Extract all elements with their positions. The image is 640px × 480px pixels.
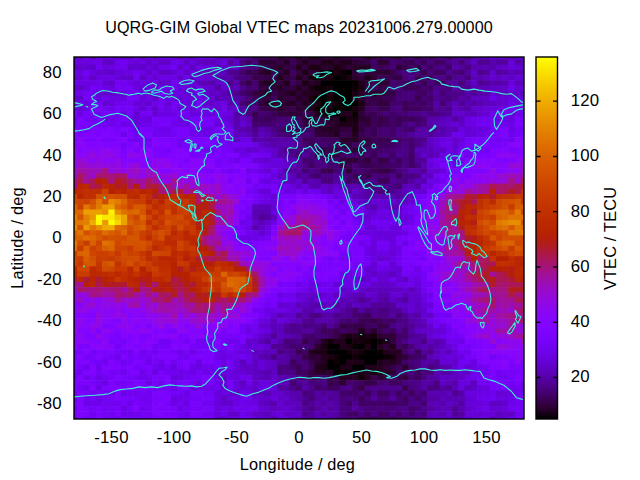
svg-text:20: 20 xyxy=(43,187,62,206)
svg-text:60: 60 xyxy=(43,104,62,123)
svg-text:120: 120 xyxy=(571,91,600,110)
svg-text:100: 100 xyxy=(410,428,439,447)
svg-text:80: 80 xyxy=(571,202,590,221)
svg-text:-20: -20 xyxy=(37,270,62,289)
svg-text:VTEC / TECU: VTEC / TECU xyxy=(601,187,619,290)
svg-text:-60: -60 xyxy=(37,353,62,372)
svg-text:150: 150 xyxy=(472,428,501,447)
svg-text:100: 100 xyxy=(571,146,600,165)
svg-text:40: 40 xyxy=(571,312,590,331)
svg-text:Latitude / deg: Latitude / deg xyxy=(8,187,26,288)
svg-text:20: 20 xyxy=(571,367,590,386)
svg-text:50: 50 xyxy=(352,428,371,447)
svg-text:0: 0 xyxy=(294,428,304,447)
svg-text:60: 60 xyxy=(571,257,590,276)
svg-text:-150: -150 xyxy=(94,428,128,447)
svg-text:UQRG-GIM Global VTEC maps 2023: UQRG-GIM Global VTEC maps 20231006.279.0… xyxy=(105,18,493,36)
svg-text:40: 40 xyxy=(43,146,62,165)
svg-text:-50: -50 xyxy=(224,428,249,447)
svg-text:-40: -40 xyxy=(37,311,62,330)
svg-text:80: 80 xyxy=(43,63,62,82)
svg-text:-100: -100 xyxy=(157,428,191,447)
svg-text:-80: -80 xyxy=(37,394,62,413)
svg-text:Longitude / deg: Longitude / deg xyxy=(240,455,355,473)
svg-text:0: 0 xyxy=(52,228,62,247)
